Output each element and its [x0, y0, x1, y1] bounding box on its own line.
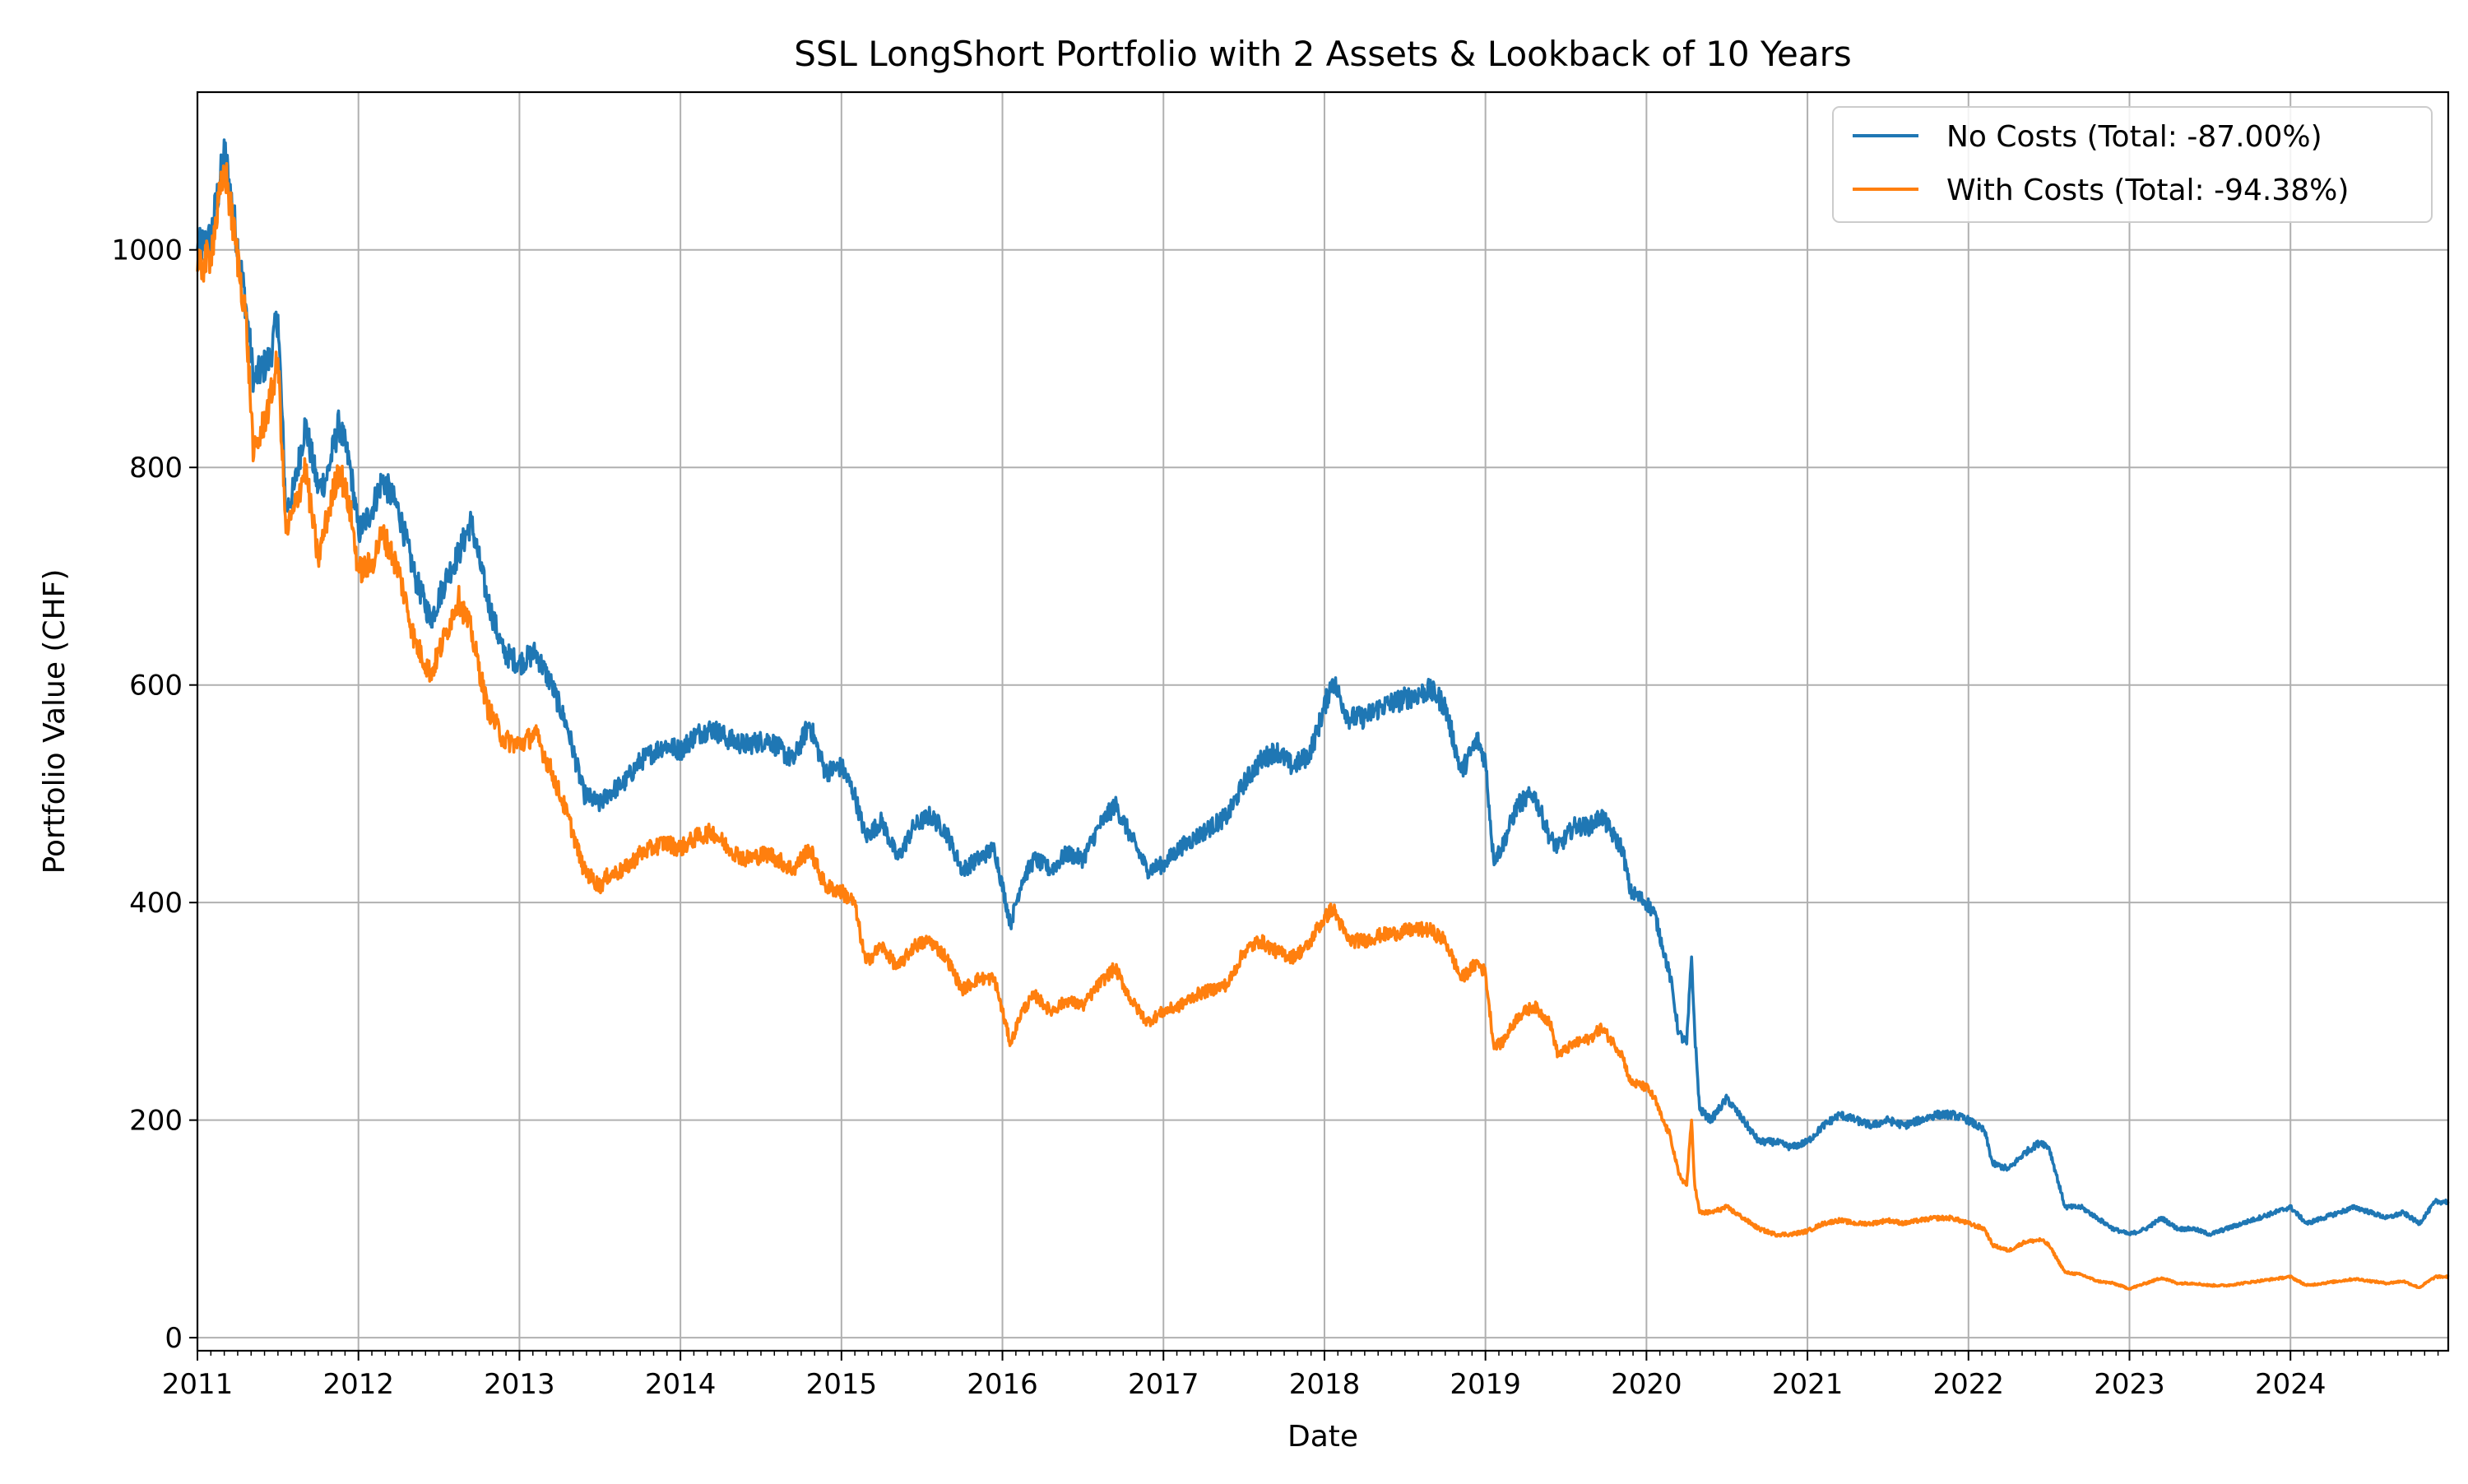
y-tick-label: 800 [129, 452, 183, 485]
x-tick-label: 2021 [1772, 1368, 1844, 1401]
x-tick-label: 2012 [322, 1368, 394, 1401]
plot-frame [196, 90, 2450, 1352]
x-axis-label: Date [1287, 1420, 1358, 1454]
x-tick-label: 2016 [967, 1368, 1038, 1401]
x-tick-label: 2011 [162, 1368, 234, 1401]
grid-lines [197, 92, 2448, 1351]
legend-box [1832, 106, 2433, 223]
x-tick-label: 2017 [1128, 1368, 1199, 1401]
x-tick-label: 2023 [2094, 1368, 2165, 1401]
y-axis-label: Portfolio Value (CHF) [38, 569, 72, 874]
x-tick-label: 2022 [1933, 1368, 2005, 1401]
chart-title: SSL LongShort Portfolio with 2 Assets & … [794, 34, 1852, 74]
x-tick-label: 2013 [484, 1368, 555, 1401]
series-layer [196, 138, 2450, 1291]
x-tick-label: 2014 [645, 1368, 717, 1401]
legend: No Costs (Total: -87.00%) With Costs (To… [1832, 106, 2433, 223]
series-line-with-costs [196, 162, 2450, 1291]
y-tick-label: 0 [165, 1322, 183, 1355]
legend-label-no-costs: No Costs (Total: -87.00%) [1946, 120, 2322, 154]
x-tick-label: 2020 [1611, 1368, 1682, 1401]
y-tick-label: 1000 [111, 234, 183, 267]
tick-layer: 0 200 400 600 800 1000 2011 2012 2013 2014 2015 201… [111, 234, 2439, 1401]
x-tick-label: 2019 [1450, 1368, 1521, 1401]
y-tick-label: 600 [129, 670, 183, 703]
legend-label-with-costs: With Costs (Total: -94.38%) [1946, 174, 2349, 207]
series-line-no-costs [196, 138, 2450, 1237]
y-tick-label: 200 [129, 1105, 183, 1138]
x-tick-label: 2015 [806, 1368, 878, 1401]
x-tick-label: 2024 [2255, 1368, 2327, 1401]
x-tick-label: 2018 [1289, 1368, 1361, 1401]
y-tick-label: 400 [129, 887, 183, 920]
